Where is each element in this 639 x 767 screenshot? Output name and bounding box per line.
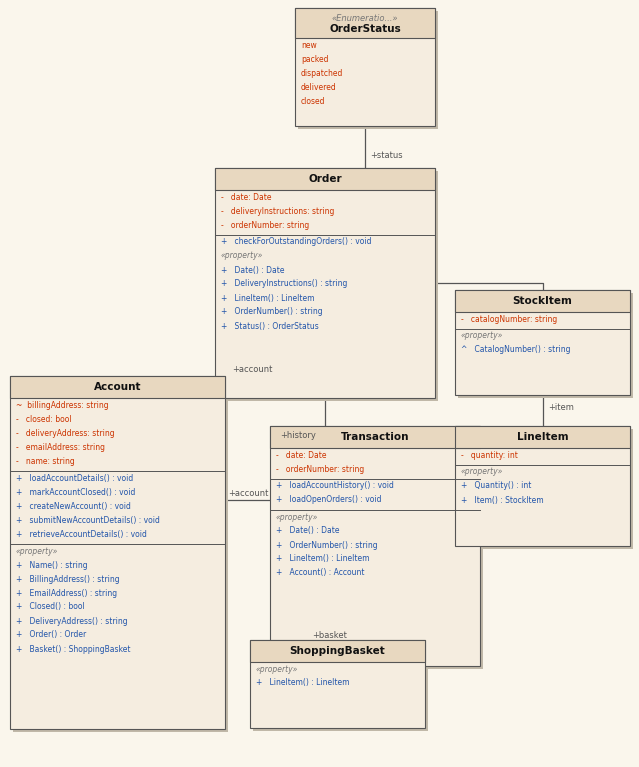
Bar: [458, 429, 633, 549]
Text: +   Status() : OrderStatus: + Status() : OrderStatus: [221, 321, 319, 331]
Text: +   OrderNumber() : string: + OrderNumber() : string: [221, 308, 323, 317]
Text: ~  billingAddress: string: ~ billingAddress: string: [16, 400, 109, 410]
Text: +   Quantity() : int: + Quantity() : int: [461, 482, 532, 491]
Text: +   Basket() : ShoppingBasket: + Basket() : ShoppingBasket: [16, 644, 130, 653]
Text: «property»: «property»: [256, 664, 298, 673]
Text: -   date: Date: - date: Date: [276, 450, 327, 459]
Bar: [270, 426, 480, 448]
Bar: [455, 290, 630, 395]
Text: +   EmailAddress() : string: + EmailAddress() : string: [16, 588, 117, 597]
Text: +   OrderNumber() : string: + OrderNumber() : string: [276, 541, 378, 549]
Text: -   catalogNumber: string: - catalogNumber: string: [461, 314, 557, 324]
Text: ^   CatalogNumber() : string: ^ CatalogNumber() : string: [461, 345, 571, 354]
Text: new: new: [301, 41, 317, 50]
Text: Order: Order: [308, 174, 342, 184]
Text: +   createNewAccount() : void: + createNewAccount() : void: [16, 502, 131, 511]
Bar: [455, 426, 630, 448]
Text: packed: packed: [301, 54, 328, 64]
Text: Transaction: Transaction: [341, 432, 409, 442]
Text: «property»: «property»: [16, 547, 58, 555]
Bar: [218, 171, 438, 401]
Text: +   loadAccountHistory() : void: + loadAccountHistory() : void: [276, 482, 394, 491]
Bar: [250, 640, 425, 662]
Text: -   emailAddress: string: - emailAddress: string: [16, 443, 105, 452]
Text: +   Closed() : bool: + Closed() : bool: [16, 603, 85, 611]
Text: Account: Account: [94, 382, 141, 392]
Text: StockItem: StockItem: [512, 296, 573, 306]
Text: «Enumeratio...»: «Enumeratio...»: [332, 14, 398, 23]
Text: +   Account() : Account: + Account() : Account: [276, 568, 364, 578]
Text: «property»: «property»: [461, 331, 504, 341]
Text: -   name: string: - name: string: [16, 456, 75, 466]
Text: +item: +item: [548, 403, 574, 413]
Text: +   markAccountClosed() : void: + markAccountClosed() : void: [16, 488, 135, 496]
Bar: [295, 8, 435, 126]
Text: +status: +status: [370, 150, 403, 160]
Text: +basket: +basket: [312, 631, 347, 640]
Text: +   LineItem() : LineItem: + LineItem() : LineItem: [221, 294, 314, 302]
Bar: [10, 376, 225, 729]
Text: -   quantity: int: - quantity: int: [461, 450, 518, 459]
Text: dispatched: dispatched: [301, 68, 343, 77]
Text: +   loadAccountDetails() : void: + loadAccountDetails() : void: [16, 473, 134, 482]
Bar: [455, 426, 630, 546]
Text: +   Date() : Date: + Date() : Date: [221, 265, 284, 275]
Text: +   LineItem() : LineItem: + LineItem() : LineItem: [276, 555, 369, 564]
Bar: [458, 293, 633, 398]
Bar: [295, 8, 435, 38]
Text: OrderStatus: OrderStatus: [329, 24, 401, 34]
Text: +   Item() : StockItem: + Item() : StockItem: [461, 495, 544, 505]
Bar: [250, 640, 425, 728]
Text: -   deliveryInstructions: string: - deliveryInstructions: string: [221, 206, 334, 216]
Text: ShoppingBasket: ShoppingBasket: [289, 646, 385, 656]
Text: +   checkForOutstandingOrders() : void: + checkForOutstandingOrders() : void: [221, 238, 371, 246]
Text: +   loadOpenOrders() : void: + loadOpenOrders() : void: [276, 495, 381, 505]
Text: +   submitNewAccountDetails() : void: + submitNewAccountDetails() : void: [16, 515, 160, 525]
Text: closed: closed: [301, 97, 325, 106]
Text: -   deliveryAddress: string: - deliveryAddress: string: [16, 429, 114, 437]
Text: «property»: «property»: [221, 252, 263, 261]
Text: +account: +account: [228, 489, 268, 499]
Text: +   LineItem() : LineItem: + LineItem() : LineItem: [256, 679, 350, 687]
Bar: [13, 379, 228, 732]
Bar: [455, 290, 630, 312]
Text: -   orderNumber: string: - orderNumber: string: [276, 465, 364, 473]
Text: -   orderNumber: string: - orderNumber: string: [221, 220, 309, 229]
Bar: [215, 168, 435, 398]
Text: delivered: delivered: [301, 83, 337, 91]
Bar: [215, 168, 435, 190]
Bar: [253, 643, 428, 731]
Text: +   DeliveryAddress() : string: + DeliveryAddress() : string: [16, 617, 128, 626]
Text: -   closed: bool: - closed: bool: [16, 414, 72, 423]
Bar: [273, 429, 483, 669]
Bar: [10, 376, 225, 398]
Text: +   retrieveAccountDetails() : void: + retrieveAccountDetails() : void: [16, 529, 147, 538]
Text: +   Name() : string: + Name() : string: [16, 561, 88, 570]
Text: +   BillingAddress() : string: + BillingAddress() : string: [16, 574, 119, 584]
Text: LineItem: LineItem: [517, 432, 568, 442]
Text: +   Order() : Order: + Order() : Order: [16, 630, 86, 640]
Text: +history: +history: [280, 430, 316, 439]
Text: «property»: «property»: [276, 512, 318, 522]
Text: +   Date() : Date: + Date() : Date: [276, 526, 339, 535]
Text: -   date: Date: - date: Date: [221, 193, 272, 202]
Bar: [298, 11, 438, 129]
Text: +   DeliveryInstructions() : string: + DeliveryInstructions() : string: [221, 279, 348, 288]
Text: «property»: «property»: [461, 468, 504, 476]
Text: +account: +account: [232, 366, 272, 374]
Bar: [270, 426, 480, 666]
